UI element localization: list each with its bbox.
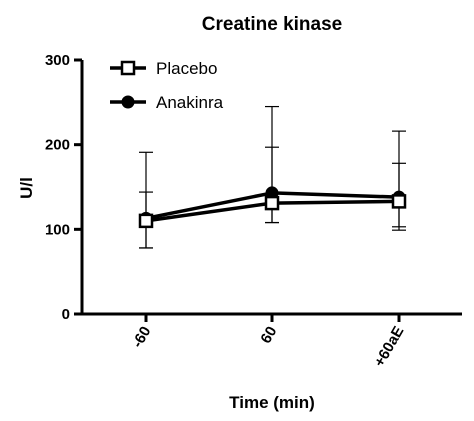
y-tick-label: 300 bbox=[45, 52, 70, 69]
data-point-placebo bbox=[391, 194, 407, 209]
data-point-placebo bbox=[264, 195, 280, 211]
legend-label-anakinra: Anakinra bbox=[156, 93, 224, 112]
series-layer bbox=[138, 105, 407, 249]
data-point-legend-anakinra bbox=[121, 95, 135, 109]
data-point-placebo bbox=[138, 213, 154, 229]
legend-label-placebo: Placebo bbox=[156, 59, 217, 78]
data-point-legend-placebo bbox=[120, 60, 136, 76]
x-axis-ticks: -60 60 +60aE bbox=[129, 314, 408, 370]
y-tick-label: 100 bbox=[45, 221, 70, 238]
x-axis-title: Time (min) bbox=[229, 393, 315, 412]
legend: Placebo Anakinra bbox=[110, 59, 224, 112]
y-axis-ticks: 0 100 200 300 bbox=[45, 52, 82, 323]
x-tick-label: 60 bbox=[257, 324, 280, 347]
y-axis-title: U/l bbox=[17, 177, 36, 199]
x-tick-label: -60 bbox=[129, 324, 155, 351]
x-tick-label: +60aE bbox=[371, 324, 408, 370]
chart-title: Creatine kinase bbox=[202, 14, 342, 35]
y-tick-label: 200 bbox=[45, 137, 70, 154]
y-tick-label: 0 bbox=[62, 306, 70, 323]
